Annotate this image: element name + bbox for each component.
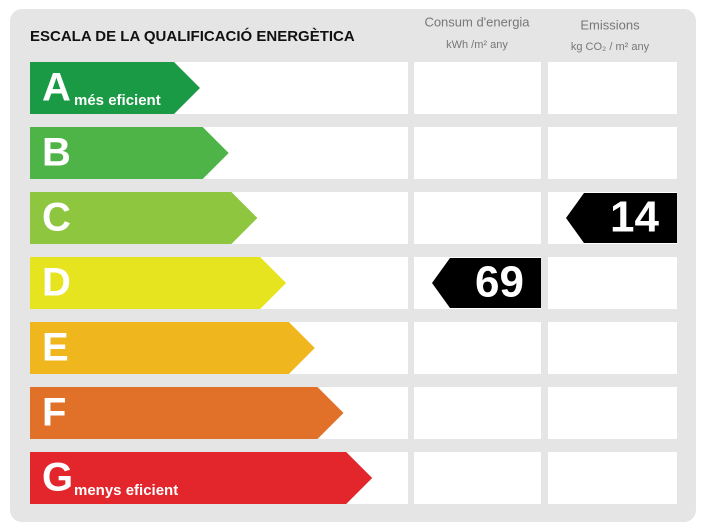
cell [548, 62, 677, 114]
cell [548, 387, 677, 439]
cell [548, 257, 677, 309]
rating-value: 69 [475, 258, 524, 307]
rating-value: 14 [610, 193, 659, 242]
column-title: Consum d'energia [424, 14, 530, 29]
column-unit: kg CO₂ / m² any [571, 41, 650, 53]
rating-arrow [432, 258, 541, 308]
column-unit: kWh /m² any [446, 39, 508, 51]
class-letter: A [42, 66, 71, 110]
column-title: Emissions [580, 17, 640, 32]
cell [548, 452, 677, 504]
class-letter: D [42, 261, 71, 305]
cell [414, 62, 541, 114]
cell [414, 192, 541, 244]
class-letter: G [42, 456, 73, 500]
cell [548, 322, 677, 374]
class-arrow [30, 322, 315, 374]
cell [414, 387, 541, 439]
class-arrow [30, 192, 258, 244]
class-letter: C [42, 196, 71, 240]
class-label: menys eficient [74, 482, 178, 499]
cell [414, 127, 541, 179]
class-arrow [30, 452, 373, 504]
cell [414, 322, 541, 374]
class-arrow [30, 62, 200, 114]
rating-arrow [566, 193, 677, 243]
class-letter: E [42, 326, 69, 370]
class-label: més eficient [74, 92, 161, 109]
class-arrow [30, 257, 287, 309]
class-letter: B [42, 131, 71, 175]
title: ESCALA DE LA QUALIFICACIÓ ENERGÈTICA [30, 27, 355, 45]
class-arrow [30, 387, 344, 439]
cell [548, 127, 677, 179]
class-letter: F [42, 391, 66, 435]
cell [414, 452, 541, 504]
class-arrow [30, 127, 229, 179]
